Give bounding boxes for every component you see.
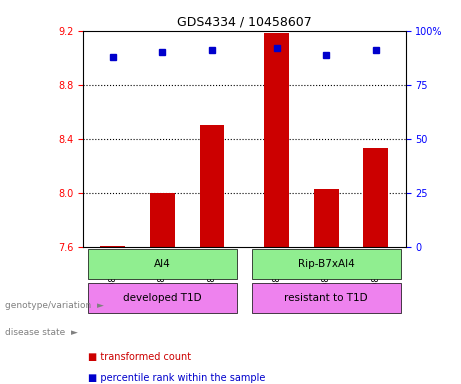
FancyBboxPatch shape — [252, 283, 401, 313]
Bar — [100, 246, 125, 247]
Bar — [150, 193, 175, 247]
Bar — [314, 189, 339, 247]
Text: ■ percentile rank within the sample: ■ percentile rank within the sample — [88, 373, 265, 383]
FancyBboxPatch shape — [88, 283, 237, 313]
Text: Rip-B7xAI4: Rip-B7xAI4 — [298, 259, 355, 269]
FancyBboxPatch shape — [88, 248, 237, 279]
Title: GDS4334 / 10458607: GDS4334 / 10458607 — [177, 15, 312, 28]
Text: ■ transformed count: ■ transformed count — [88, 352, 191, 362]
Text: disease state  ►: disease state ► — [5, 328, 77, 337]
Bar — [200, 125, 225, 247]
Text: AI4: AI4 — [154, 259, 171, 269]
Bar — [363, 148, 388, 247]
Text: genotype/variation  ►: genotype/variation ► — [5, 301, 103, 310]
Text: resistant to T1D: resistant to T1D — [284, 293, 368, 303]
Bar — [264, 33, 289, 247]
FancyBboxPatch shape — [252, 248, 401, 279]
Text: developed T1D: developed T1D — [123, 293, 202, 303]
